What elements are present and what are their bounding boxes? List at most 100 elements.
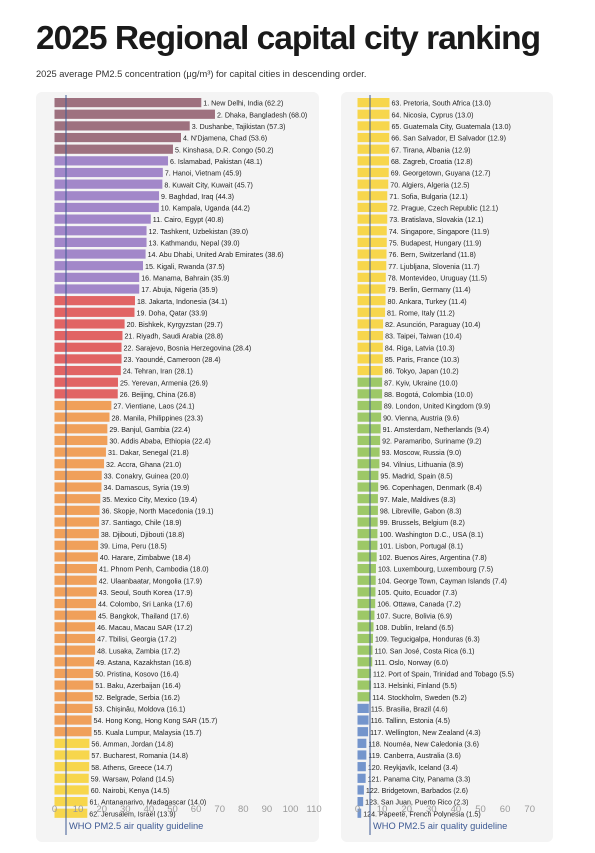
bar-left-13	[54, 237, 147, 247]
bar-label: 47. Tbilisi, Georgia (17.2)	[97, 636, 177, 644]
bar-label: 40. Harare, Zimbabwe (18.4)	[100, 554, 191, 562]
bar-right-7	[357, 167, 389, 178]
bar-label: 26. Beijing, China (26.8)	[120, 391, 196, 399]
bar-right-48	[357, 645, 373, 655]
bar-label: 41. Phnom Penh, Cambodia (18.0)	[99, 566, 209, 574]
bar-left-49	[54, 657, 95, 667]
bar-label: 81. Rome, Italy (11.2)	[387, 309, 455, 317]
bar-label: 118. Nouméa, New Caledonia (3.6)	[368, 740, 479, 748]
bar-label: 13. Kathmandu, Nepal (39.0)	[149, 240, 240, 248]
bar-label: 97. Male, Maldives (8.3)	[380, 496, 456, 504]
bar-left-38	[54, 529, 99, 539]
page-title: 2025 Regional capital city ranking	[36, 20, 541, 57]
bar-label: 76. Bern, Switzerland (11.8)	[389, 251, 476, 259]
bar-left-41	[54, 564, 97, 574]
bar-left-14	[54, 249, 146, 259]
bar-right-1	[357, 98, 390, 108]
bar-right-14	[357, 249, 387, 259]
bar-left-51	[54, 680, 94, 690]
bar-left-1	[54, 98, 202, 108]
bar-label: 43. Seoul, South Korea (17.9)	[99, 589, 193, 597]
bar-right-55	[357, 727, 369, 737]
bar-label: 94. Vilnius, Lithuania (8.9)	[381, 461, 463, 469]
bar-label: 90. Vienna, Austria (9.6)	[383, 414, 459, 422]
bar-label: 110. San José, Costa Rica (6.1)	[375, 647, 475, 655]
bar-right-10	[357, 202, 388, 213]
bar-right-46	[357, 622, 374, 632]
bar-label: 116. Tallinn, Estonia (4.5)	[371, 717, 450, 725]
bar-label: 9. Baghdad, Iraq (44.3)	[161, 193, 234, 201]
bar-label: 83. Taipei, Taiwan (10.4)	[385, 333, 462, 341]
bar-right-32	[357, 459, 380, 469]
bar-left-54	[54, 715, 92, 725]
x-tick-label: 30	[426, 804, 437, 815]
bar-label: 84. Riga, Latvia (10.3)	[385, 344, 455, 352]
bar-label: 48. Lusaka, Zambia (17.2)	[97, 647, 180, 655]
bar-label: 74. Singapore, Singapore (11.9)	[389, 228, 489, 236]
bar-label: 56. Amman, Jordan (14.8)	[91, 740, 173, 748]
bar-right-30	[357, 435, 381, 446]
bar-label: 1. New Delhi, India (62.2)	[203, 100, 283, 108]
x-tick-label: 110	[307, 804, 322, 815]
bar-label: 99. Brussels, Belgium (8.2)	[380, 519, 465, 527]
bar-right-51	[357, 680, 372, 690]
bar-right-2	[357, 109, 390, 119]
bar-left-59	[54, 773, 89, 783]
x-tick-label: 40	[451, 804, 462, 815]
bar-left-29	[54, 424, 108, 434]
bar-left-23	[54, 354, 122, 364]
bar-label: 11. Cairo, Egypt (40.8)	[153, 216, 224, 224]
x-tick-label: 90	[262, 804, 273, 815]
bar-label: 79. Berlin, Germany (11.4)	[388, 286, 471, 294]
x-tick-label: 30	[120, 804, 131, 815]
bar-label: 63. Pretoria, South Africa (13.0)	[391, 100, 490, 108]
bar-left-56	[54, 738, 90, 748]
bar-left-15	[54, 261, 143, 271]
bar-label: 77. Ljubljana, Slovenia (11.7)	[388, 263, 479, 271]
bar-left-22	[54, 342, 122, 352]
x-tick-label: 70	[214, 804, 225, 815]
bar-right-5	[357, 144, 390, 154]
bar-label: 44. Colombo, Sri Lanka (17.6)	[98, 601, 193, 609]
bar-label: 58. Athens, Greece (14.7)	[91, 764, 172, 772]
bar-label: 52. Belgrade, Serbia (16.2)	[95, 694, 180, 702]
page-subtitle: 2025 average PM2.5 concentration (μg/m³)…	[36, 69, 367, 79]
who-guideline-label: WHO PM2.5 air quality guideline	[69, 821, 203, 831]
bar-label: 123. San Juan, Puerto Rico (2.3)	[365, 799, 468, 807]
bar-label: 42. Ulaanbaatar, Mongolia (17.9)	[99, 577, 202, 585]
bar-left-39	[54, 540, 99, 550]
bar-label: 93. Moscow, Russia (9.0)	[382, 449, 462, 457]
bar-right-52	[357, 692, 371, 702]
bar-label: 6. Islamabad, Pakistan (48.1)	[170, 158, 262, 166]
bar-right-53	[357, 703, 369, 713]
bar-left-5	[54, 144, 173, 154]
bar-label: 88. Bogotá, Colombia (10.0)	[384, 391, 473, 399]
bar-left-45	[54, 610, 97, 620]
bar-label: 109. Tegucigalpa, Honduras (6.3)	[375, 636, 480, 644]
bar-label: 30. Addis Ababa, Ethiopia (22.4)	[109, 438, 210, 446]
bar-label: 111. Oslo, Norway (6.0)	[374, 659, 448, 667]
bar-label: 49. Astana, Kazakhstan (16.8)	[96, 659, 191, 667]
bar-right-62	[357, 808, 362, 818]
bar-label: 78. Montevideo, Uruguay (11.5)	[388, 274, 487, 282]
bar-label: 7. Hanoi, Vietnam (45.9)	[165, 170, 242, 178]
bar-label: 19. Doha, Qatar (33.9)	[137, 309, 208, 317]
bar-right-47	[357, 633, 373, 644]
bar-label: 35. Mexico City, Mexico (19.4)	[102, 496, 197, 504]
x-tick-label: 0	[52, 804, 57, 815]
bar-right-44	[357, 598, 376, 609]
bar-right-8	[357, 179, 389, 189]
bar-label: 46. Macau, Macau SAR (17.2)	[97, 624, 192, 632]
x-tick-label: 50	[475, 804, 486, 815]
bar-left-62	[54, 808, 88, 818]
bar-right-61	[357, 797, 364, 807]
bar-left-55	[54, 727, 92, 737]
bar-right-4	[357, 132, 390, 143]
bar-right-33	[357, 470, 379, 480]
bar-label: 59. Warsaw, Poland (14.5)	[91, 775, 174, 783]
bar-label: 36. Skopje, North Macedonia (19.1)	[102, 507, 214, 515]
bar-label: 75. Budapest, Hungary (11.9)	[389, 240, 482, 248]
x-tick-label: 10	[377, 804, 388, 815]
bar-right-50	[357, 668, 372, 679]
bar-label: 100. Washington D.C., USA (8.1)	[379, 531, 483, 539]
